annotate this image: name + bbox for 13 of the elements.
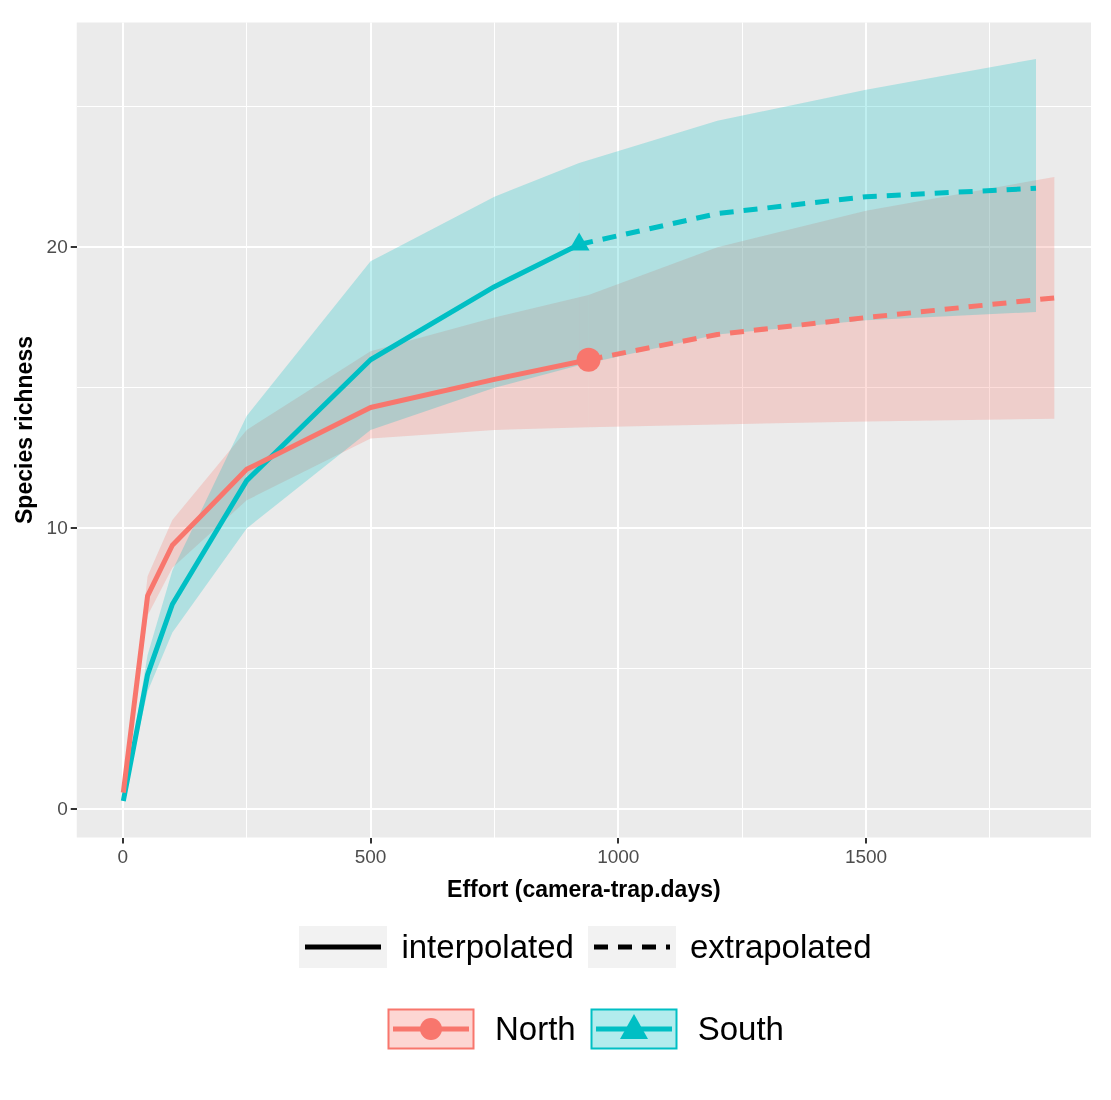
y-tick-label: 10 [46,516,68,538]
x-axis-title: Effort (camera-trap.days) [447,875,721,902]
x-tick-label: 1000 [597,846,640,868]
x-tick-label: 500 [354,846,387,868]
y-axis-title: Species richness [11,336,38,524]
x-tick-label: 0 [117,846,129,868]
y-tick-label: 20 [46,235,68,257]
legend-label: North [495,1010,576,1048]
y-tick-label: 0 [57,797,68,819]
legend-label: South [697,1010,784,1048]
x-tick-label: 1500 [844,846,888,868]
text: extrapolated [689,928,872,966]
text: interpolated [401,928,574,966]
